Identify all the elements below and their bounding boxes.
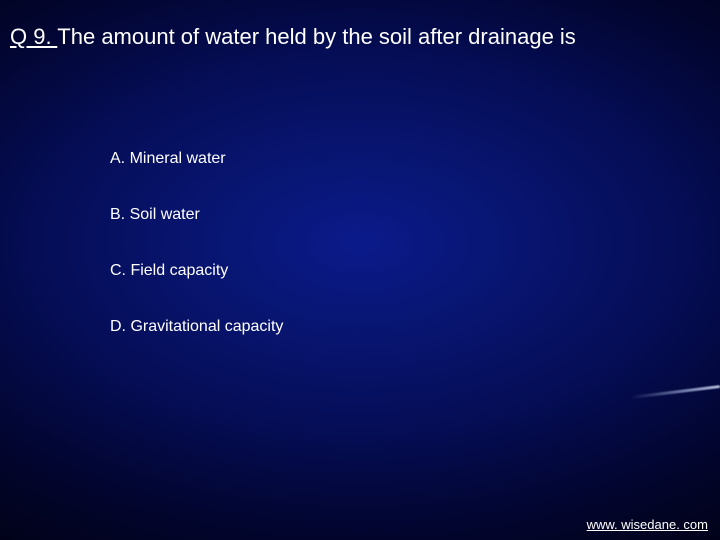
option-a[interactable]: A. Mineral water xyxy=(110,150,283,168)
option-text: Gravitational capacity xyxy=(130,318,283,335)
option-d[interactable]: D. Gravitational capacity xyxy=(110,318,283,336)
option-b[interactable]: B. Soil water xyxy=(110,206,283,224)
question-prefix: Q 9. xyxy=(10,24,57,49)
options-list: A. Mineral water B. Soil water C. Field … xyxy=(110,150,283,374)
option-text: Field capacity xyxy=(130,262,228,279)
option-letter: D. xyxy=(110,318,126,335)
option-letter: B. xyxy=(110,206,125,223)
option-c[interactable]: C. Field capacity xyxy=(110,262,283,280)
option-text: Mineral water xyxy=(130,150,226,167)
question-body: The amount of water held by the soil aft… xyxy=(57,24,576,49)
question-text: Q 9. The amount of water held by the soi… xyxy=(10,24,710,50)
option-text: Soil water xyxy=(130,206,200,223)
footer-link[interactable]: www. wisedane. com xyxy=(587,517,708,532)
option-letter: C. xyxy=(110,262,126,279)
decorative-streak xyxy=(630,385,720,399)
slide: Q 9. The amount of water held by the soi… xyxy=(0,0,720,540)
option-letter: A. xyxy=(110,150,125,167)
